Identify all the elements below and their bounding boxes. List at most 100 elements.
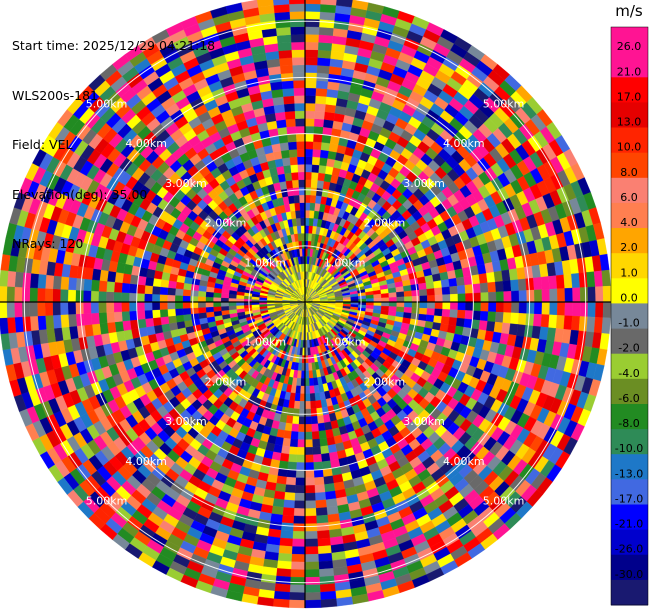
range-gate: [304, 179, 312, 188]
range-gate: [167, 280, 177, 289]
range-gate: [322, 414, 331, 424]
range-gate: [236, 305, 245, 310]
range-gate: [318, 552, 333, 562]
range-gate: [289, 592, 306, 601]
range-gate: [299, 194, 306, 203]
range-gate: [293, 515, 306, 525]
range-gate: [602, 301, 612, 319]
range-gate: [295, 469, 306, 479]
range-gate: [480, 301, 489, 312]
range-gate: [316, 415, 325, 424]
range-gate: [314, 110, 326, 120]
ray: [304, 22, 445, 303]
range-gate: [152, 285, 161, 295]
colorbar-tick-label: 8.0: [620, 166, 638, 179]
range-gate: [304, 576, 320, 586]
range-gate: [540, 276, 550, 290]
range-gate: [304, 57, 318, 66]
range-gate: [290, 34, 306, 43]
range-gate: [197, 307, 207, 314]
range-gate: [22, 316, 32, 332]
range-gate: [0, 317, 9, 335]
range-gate: [128, 292, 138, 303]
range-gate: [313, 469, 324, 478]
range-gate: [145, 276, 155, 287]
range-gate: [277, 552, 292, 562]
range-gate: [294, 110, 306, 119]
range-gate: [296, 462, 306, 471]
range-gate: [457, 301, 466, 311]
range-gate: [304, 187, 312, 196]
range-gate: [304, 385, 310, 394]
range-gate: [90, 312, 100, 325]
range-gate: [145, 317, 155, 328]
range-gate: [297, 431, 306, 440]
range-gate: [277, 173, 287, 183]
range-gate: [493, 321, 503, 334]
range-gate: [60, 289, 69, 303]
range-gate: [318, 34, 334, 44]
range-gate: [90, 301, 99, 314]
range-gate: [45, 315, 55, 330]
range-gate: [98, 291, 107, 303]
colorbar-tick-label: -13.0: [615, 467, 643, 480]
range-gate: [381, 301, 390, 307]
range-gate: [304, 454, 314, 463]
colorbar-tick-label: 17.0: [617, 90, 642, 103]
range-gate: [501, 269, 511, 282]
range-gate: [300, 385, 306, 394]
range-gate: [190, 313, 200, 321]
range-gate: [136, 301, 145, 311]
range-gate: [289, 3, 306, 12]
range-gate: [403, 307, 413, 314]
range-gate: [304, 64, 318, 73]
range-gate: [298, 179, 306, 188]
range-gate: [287, 461, 297, 471]
range-gate: [319, 583, 336, 593]
range-gate: [315, 507, 328, 517]
range-gate: [548, 275, 558, 290]
range-gate: [510, 312, 520, 325]
range-gate: [83, 290, 92, 303]
range-gate: [517, 313, 527, 326]
range-gate: [136, 310, 146, 320]
range-gate: [243, 304, 252, 309]
range-gate: [29, 301, 38, 317]
range-gate: [314, 492, 326, 501]
range-gate: [29, 287, 38, 303]
range-gate: [291, 49, 306, 58]
range-gate: [296, 141, 306, 150]
range-gate: [272, 598, 290, 608]
range-gate: [304, 401, 311, 410]
range-gate: [68, 277, 77, 291]
ray: [304, 301, 611, 335]
range-gate: [168, 322, 178, 331]
range-gate: [228, 305, 237, 311]
range-gate: [122, 273, 132, 284]
range-gate: [433, 315, 443, 324]
range-gate: [290, 431, 299, 440]
range-gate: [501, 322, 511, 335]
range-gate: [83, 301, 92, 314]
range-gate: [304, 164, 313, 173]
range-gate: [296, 133, 306, 142]
range-gate: [159, 309, 169, 318]
range-gate: [323, 475, 334, 485]
range-gate: [304, 599, 322, 609]
range-gate: [67, 289, 76, 303]
range-gate: [68, 313, 77, 327]
range-gate: [324, 104, 337, 114]
range-gate: [280, 72, 294, 82]
range-gate: [411, 289, 420, 297]
range-gate: [304, 546, 319, 555]
range-gate: [395, 286, 405, 293]
range-gate: [292, 415, 300, 425]
range-gate: [324, 483, 336, 493]
range-gate: [503, 301, 512, 313]
range-gate: [136, 284, 146, 294]
range-gate: [294, 485, 306, 494]
range-gate: [297, 233, 302, 242]
range-gate: [316, 407, 324, 417]
range-ring-label: 1.00km: [245, 256, 287, 269]
range-gate: [323, 421, 333, 431]
